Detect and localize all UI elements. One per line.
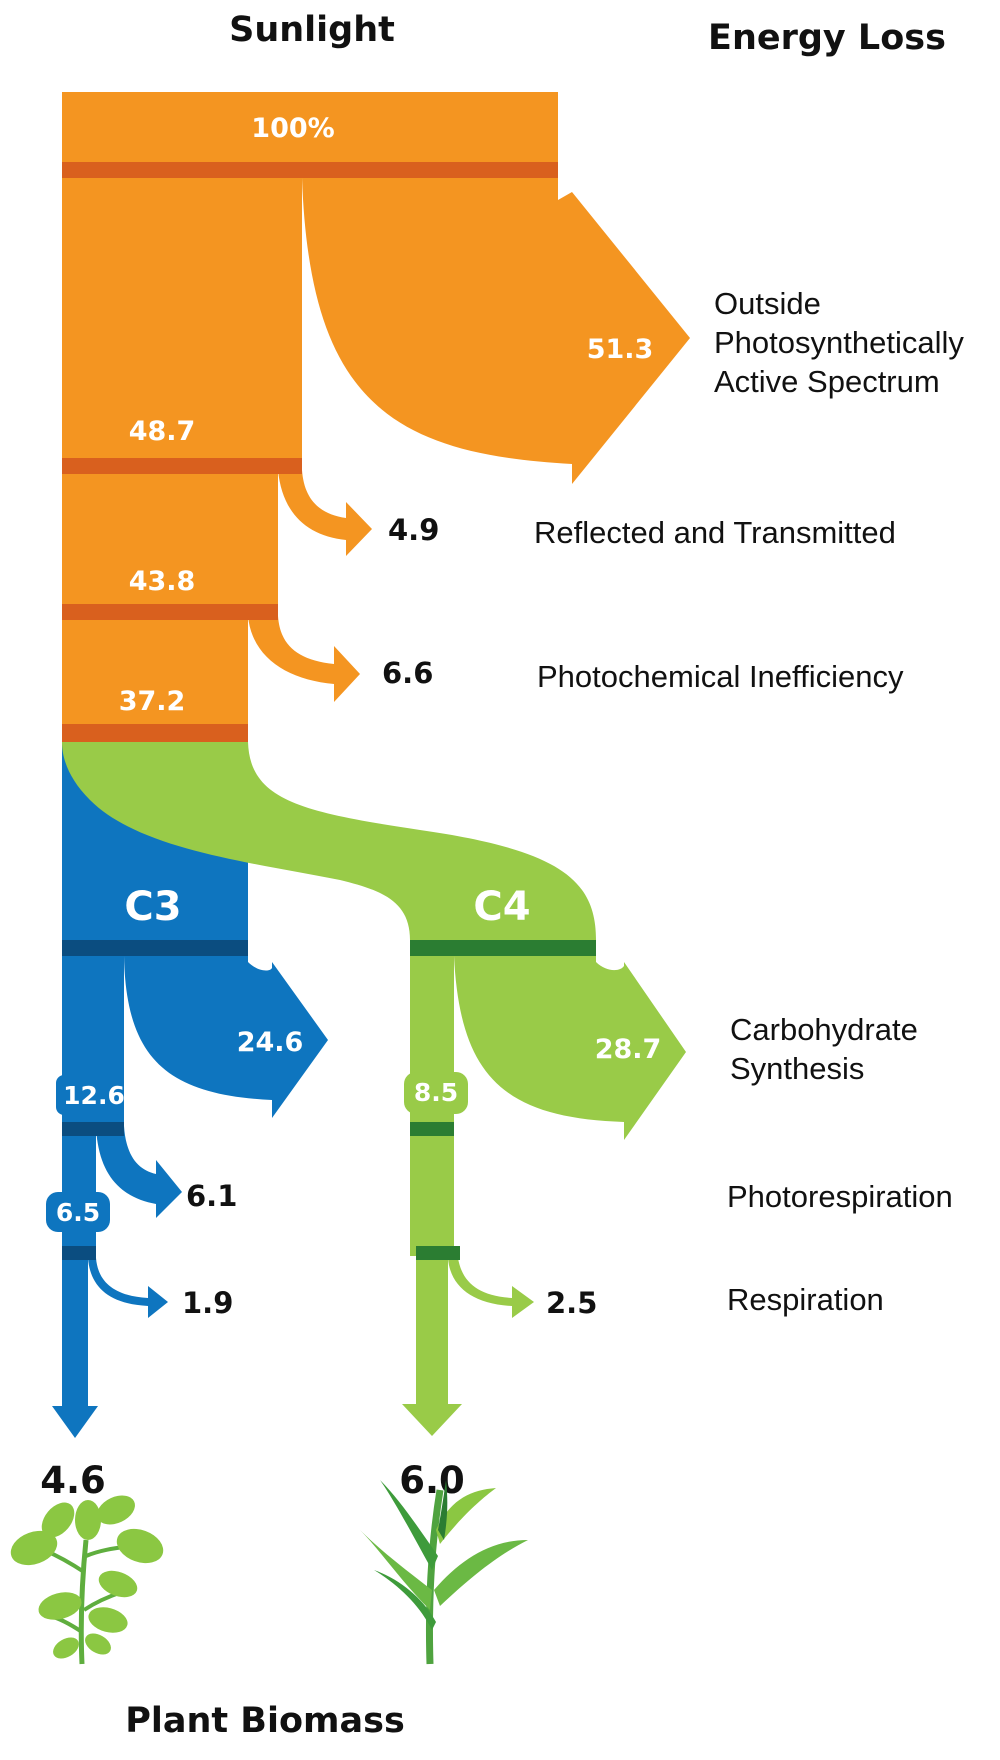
c4-carbohydrate-arrow (454, 956, 686, 1140)
band-stage-2 (62, 604, 278, 620)
stage3-value: 37.2 (119, 686, 186, 717)
input-value: 100% (251, 113, 334, 144)
c3-respiration-arrow (88, 1258, 168, 1318)
c4-carbohydrate-value: 28.7 (595, 1034, 662, 1065)
stage2-value: 43.8 (129, 566, 196, 597)
reflected-arrow (278, 470, 372, 556)
trunk-stage-2 (62, 474, 278, 620)
respiration-label: Respiration (727, 1282, 884, 1317)
c3-trunk-3 (62, 1246, 88, 1408)
band-stage-3 (62, 724, 248, 742)
outside-spectrum-label-1: Outside (714, 286, 821, 321)
c3-pill-6-5 (46, 1192, 110, 1232)
c4-split (62, 742, 596, 940)
c4-biomass-value: 6.0 (399, 1459, 465, 1502)
photorespiration-label: Photorespiration (727, 1179, 953, 1214)
c3-band-2 (62, 1122, 124, 1136)
c4-respiration-value: 2.5 (546, 1286, 597, 1320)
c4-respiration-arrow (448, 1258, 534, 1318)
c3-label: C3 (124, 884, 181, 930)
c3-band (62, 940, 248, 956)
c3-respiration-value: 1.9 (182, 1286, 233, 1320)
carbohydrate-label-1: Carbohydrate (730, 1012, 918, 1047)
outside-spectrum-value: 51.3 (587, 334, 654, 365)
c4-after-carb-value: 8.5 (414, 1078, 458, 1107)
band-stage-1 (62, 458, 302, 474)
trunk-stage-1 (62, 178, 302, 474)
c3-after-photoresp-value: 6.5 (56, 1198, 100, 1227)
band-input (62, 162, 558, 178)
orange-flow (62, 92, 690, 746)
outside-spectrum-arrow (302, 178, 690, 484)
c3-photorespiration-value: 6.1 (186, 1179, 237, 1213)
photochemical-arrow (248, 616, 360, 702)
c4-band (410, 940, 596, 956)
c3-biomass-value: 4.6 (40, 1459, 106, 1502)
c4-pill-8-5 (404, 1072, 468, 1114)
c4-band-3 (416, 1246, 460, 1260)
c4-output-arrowhead (402, 1404, 462, 1436)
c3-output-arrowhead (52, 1406, 98, 1438)
c4-plant-icon (360, 1480, 528, 1665)
c4-trunk-2 (416, 1256, 448, 1406)
photochemical-label: Photochemical Inefficiency (537, 659, 904, 694)
outside-spectrum-label-2: Photosynthetically (714, 325, 964, 360)
reflected-value: 4.9 (388, 513, 439, 547)
c3-photorespiration-arrow (96, 1126, 182, 1218)
outside-spectrum-label-3: Active Spectrum (714, 364, 940, 399)
c3-carbohydrate-arrow (124, 956, 328, 1118)
c3-carbohydrate-value: 24.6 (237, 1027, 304, 1058)
c3-pill-12-6 (56, 1075, 124, 1115)
c4-label: C4 (473, 884, 530, 930)
c4-band-2 (410, 1122, 454, 1136)
sunlight-header: Sunlight (229, 10, 395, 50)
c3-plant-icon (10, 1495, 164, 1665)
reflected-label: Reflected and Transmitted (534, 515, 896, 550)
stage1-value: 48.7 (129, 416, 196, 447)
energy-loss-header: Energy Loss (708, 18, 946, 58)
carbohydrate-label-2: Synthesis (730, 1051, 864, 1086)
c3-after-carb-value: 12.6 (63, 1081, 125, 1110)
photochemical-value: 6.6 (382, 656, 433, 690)
c3-band-3 (62, 1246, 96, 1260)
plant-biomass-header: Plant Biomass (125, 1701, 405, 1741)
